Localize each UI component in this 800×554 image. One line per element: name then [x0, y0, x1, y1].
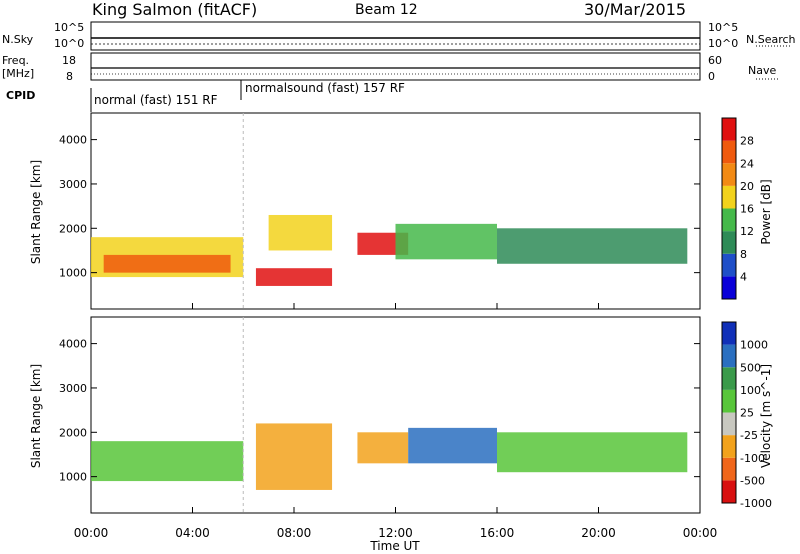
cpid-segment-1: normalsound (fast) 157 RF: [245, 81, 405, 95]
velocity-region-3: [408, 427, 497, 464]
power-region-3: [268, 214, 333, 251]
colorbar-tick-label: 16: [740, 203, 754, 216]
colorbar-segment: [722, 457, 736, 481]
colorbar-tick-label: 12: [740, 225, 754, 238]
y-tick-label: 1000: [59, 267, 87, 280]
velocity-colorbar-label: Velocity [m s^-1]: [759, 364, 773, 468]
colorbar-tick-label: 1000: [740, 339, 768, 352]
colorbar-segment: [722, 322, 736, 345]
colorbar-segment: [722, 185, 736, 209]
power-y-axis-label: Slant Range [km]: [29, 160, 43, 264]
colorbar-tick-label: 8: [740, 248, 747, 261]
colorbar-tick-label: 20: [740, 180, 754, 193]
x-ticks: 00:00 04:00 08:00 12:00 16:00 20:00 00:00: [74, 303, 718, 540]
colorbar-tick-label: -100: [740, 452, 765, 465]
noise-tick-left-0: 10^5: [54, 21, 85, 34]
power-colorbar: 4 8 12 16 20 24 28: [721, 117, 754, 300]
status-panel-frame: [90, 21, 790, 112]
colorbar-segment: [722, 367, 736, 390]
x-tick-label: 04:00: [175, 526, 210, 540]
nsky-label: N.Sky: [2, 33, 34, 46]
header-site: King Salmon (fitACF): [92, 0, 258, 19]
x-axis-label: Time UT: [369, 539, 420, 553]
colorbar-tick-label: 25: [740, 407, 754, 420]
y-tick-label: 4000: [59, 134, 87, 147]
power-heatmap: [91, 214, 688, 286]
y-tick-label: 2000: [59, 426, 87, 439]
x-tick-label: 00:00: [683, 526, 718, 540]
velocity-region-2: [357, 432, 409, 464]
freq-unit-label: [MHz]: [2, 67, 35, 80]
colorbar-segment: [722, 276, 736, 299]
colorbar-frame: [721, 321, 737, 504]
noise-tick-right-0: 10^5: [708, 21, 739, 34]
velocity-region-4: [497, 432, 688, 473]
colorbar-tick-label: -25: [740, 429, 758, 442]
colorbar-tick-label: 500: [740, 361, 761, 374]
colorbar-segment: [722, 163, 736, 186]
freq-label: Freq.: [2, 54, 30, 67]
noise-tick-left-1: 10^0: [54, 37, 85, 50]
power-region-2: [255, 268, 333, 286]
colorbar-segment: [722, 344, 736, 368]
x-tick-label: 20:00: [581, 526, 616, 540]
y-tick-label: 3000: [59, 382, 87, 395]
colorbar-tick-label: 28: [740, 135, 754, 148]
velocity-heatmap: [91, 423, 688, 490]
x-tick-label: 16:00: [480, 526, 515, 540]
colorbar-segment: [722, 253, 736, 277]
velocity-colorbar: 1000 500 100 25 -25 -100 -500 -1000: [721, 321, 772, 510]
colorbar-tick-label: -1000: [740, 497, 772, 510]
nave-tick-0: 60: [708, 54, 722, 67]
x-tick-label: 08:00: [277, 526, 312, 540]
y-tick-label: 4000: [59, 338, 87, 351]
header-date: 30/Mar/2015: [584, 0, 687, 19]
colorbar-tick-label: 4: [740, 270, 747, 283]
colorbar-segment: [722, 140, 736, 164]
freq-tick-0: 18: [62, 54, 76, 67]
y-tick-label: 2000: [59, 222, 87, 235]
power-colorbar-label: Power [dB]: [759, 179, 773, 244]
colorbar-tick-label: -500: [740, 474, 765, 487]
colorbar-tick-label: 100: [740, 384, 761, 397]
colorbar-segment: [722, 231, 736, 254]
freq-tick-1: 8: [66, 70, 73, 83]
power-region-6: [497, 228, 688, 264]
cpid-segment-0: normal (fast) 151 RF: [94, 93, 218, 107]
noise-tick-right-1: 10^0: [708, 37, 739, 50]
y-tick-label: 1000: [59, 471, 87, 484]
x-tick-label: 12:00: [378, 526, 413, 540]
power-region-5: [395, 223, 497, 260]
colorbar-segment: [722, 118, 736, 141]
colorbar-segment: [722, 389, 736, 413]
x-tick-label: 00:00: [74, 526, 109, 540]
velocity-region-0: [91, 441, 244, 482]
velocity-y-ticks: 1000 2000 3000 4000: [59, 338, 700, 484]
colorbar-segment: [722, 208, 736, 232]
nave-tick-1: 0: [708, 70, 715, 83]
cpid-label: CPID: [6, 89, 36, 102]
power-y-ticks: 1000 2000 3000 4000: [59, 134, 700, 280]
velocity-region-1: [255, 423, 333, 490]
y-tick-label: 3000: [59, 178, 87, 191]
colorbar-tick-label: 24: [740, 157, 754, 170]
velocity-panel-frame: [90, 316, 701, 514]
nsearch-label: N.Search: [746, 33, 796, 46]
colorbar-segment: [722, 480, 736, 503]
power-panel-frame: [90, 112, 701, 310]
header-beam: Beam 12: [355, 2, 418, 18]
power-region-1: [103, 254, 231, 273]
velocity-y-axis-label: Slant Range [km]: [29, 364, 43, 468]
colorbar-frame: [721, 117, 737, 300]
nave-label: Nave: [748, 64, 777, 77]
colorbar-segment: [722, 435, 736, 458]
colorbar-segment: [722, 412, 736, 436]
